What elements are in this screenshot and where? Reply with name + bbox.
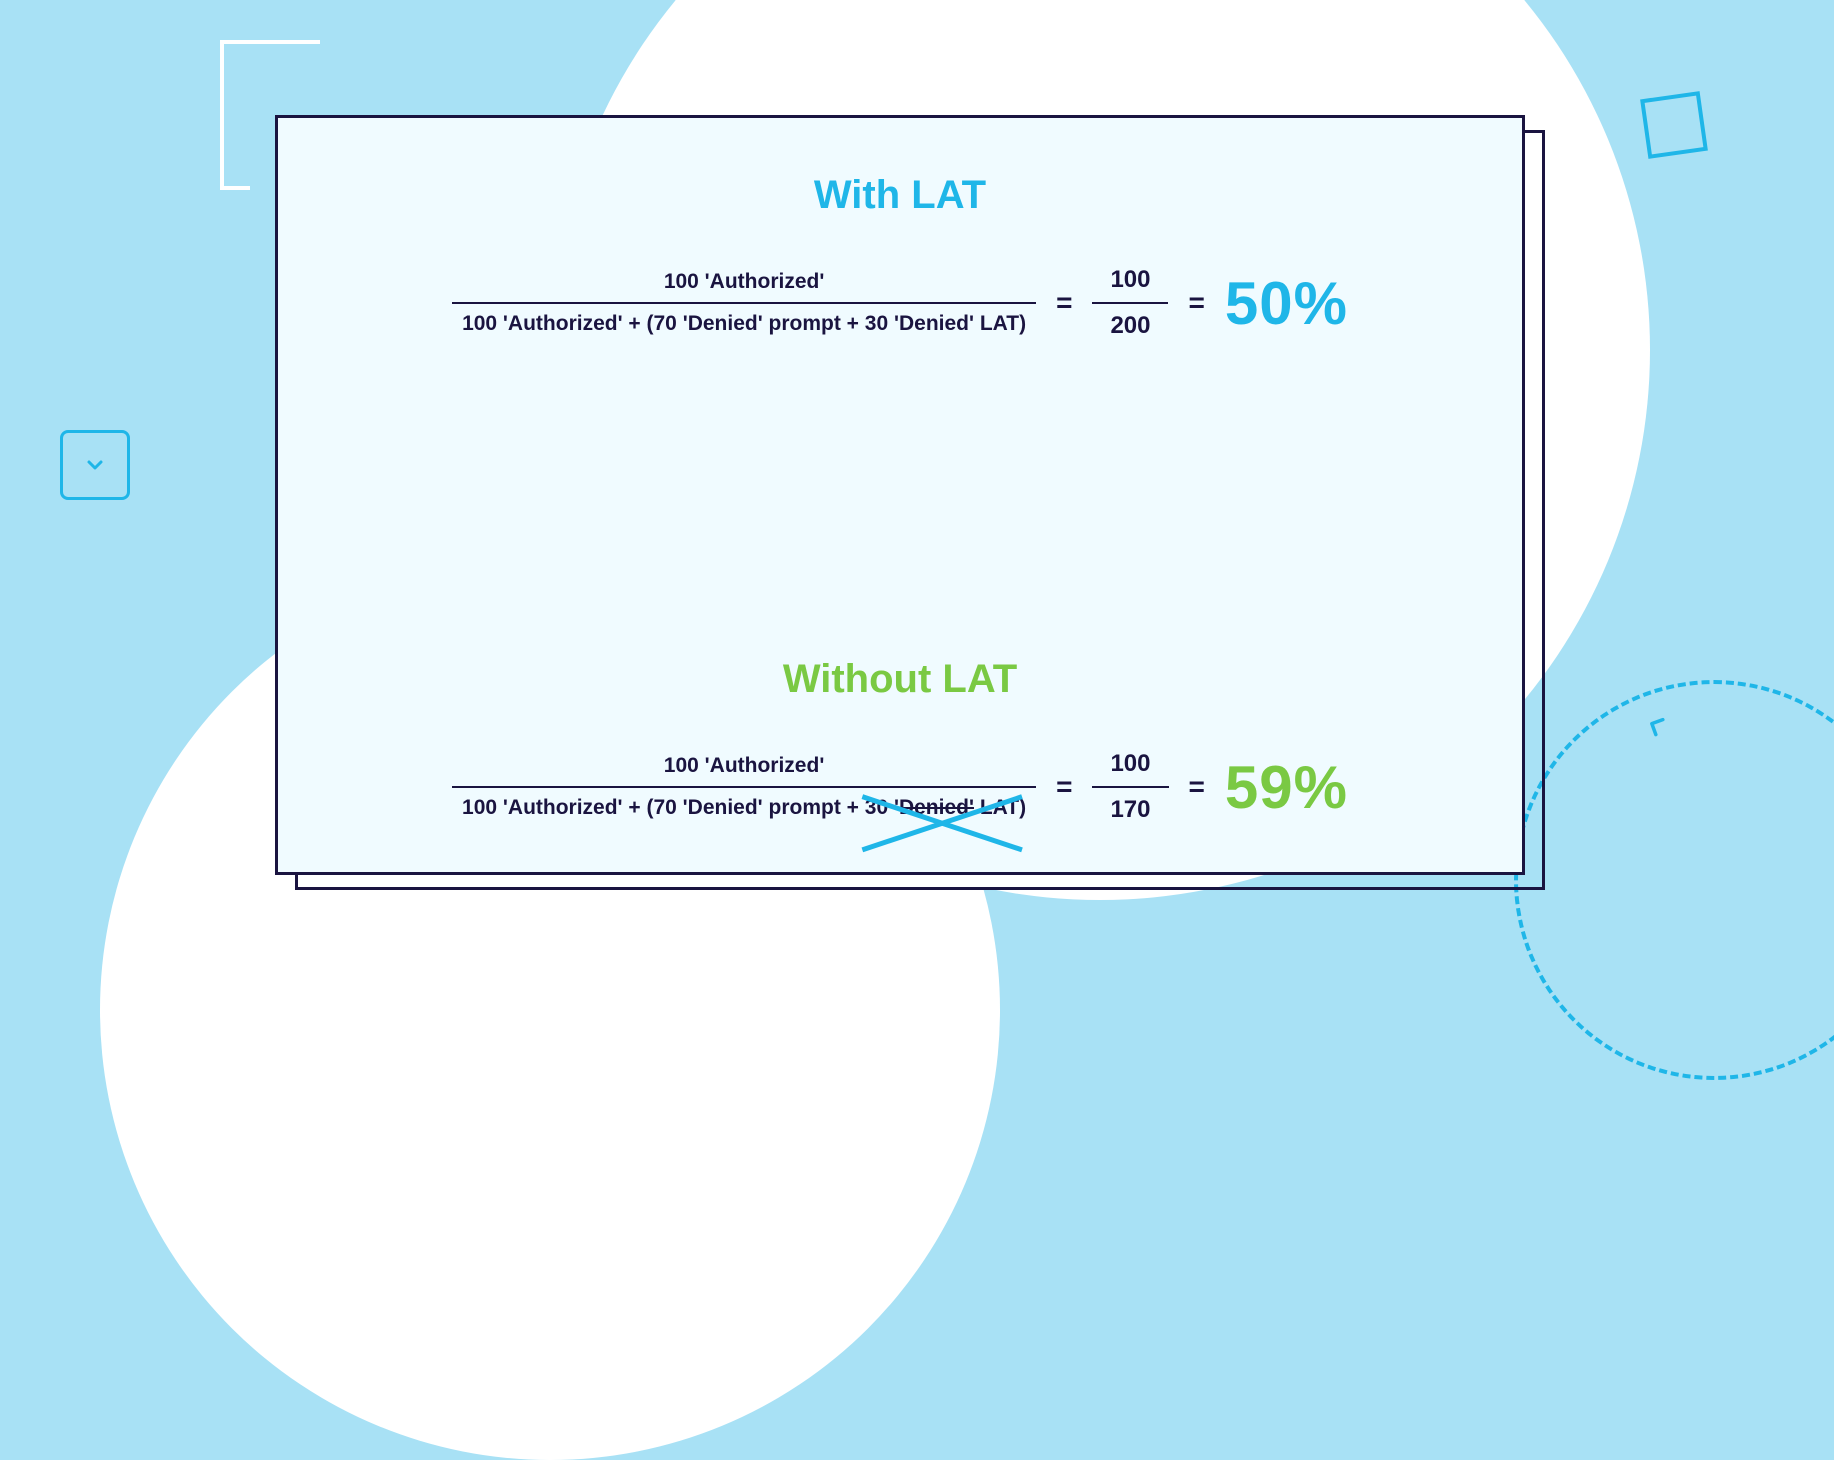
denom-strike-label: 'Denied' [894, 796, 974, 819]
without-lat-formula: 100 'Authorized' 100 'Authorized' + (70 … [452, 742, 1348, 832]
denom-strike-tail: LAT [974, 796, 1019, 819]
without-lat-denominator: 100 'Authorized' + (70 'Denied' prompt +… [452, 788, 1036, 828]
with-lat-main-fraction: 100 'Authorized' 100 'Authorized' + (70 … [452, 262, 1036, 344]
denom-part1: 100 'Authorized' + (70 'Denied' prompt + [462, 796, 865, 819]
without-lat-numerator: 100 'Authorized' [654, 746, 835, 786]
denom-strike-wrap: 30 'Denied' LAT [865, 796, 1019, 820]
with-lat-simple-numerator: 100 [1092, 258, 1168, 302]
without-lat-simple-denominator: 170 [1092, 788, 1168, 832]
denom-strike-num: 30 [865, 796, 894, 819]
with-lat-numerator: 100 'Authorized' [654, 262, 835, 302]
without-lat-main-fraction: 100 'Authorized' 100 'Authorized' + (70 … [452, 746, 1036, 828]
with-lat-simple-denominator: 200 [1092, 304, 1168, 348]
decorative-dropdown-icon [60, 430, 130, 500]
without-lat-simple-fraction: 100 170 [1092, 742, 1168, 832]
with-lat-section: With LAT 100 'Authorized' 100 'Authorize… [452, 173, 1348, 348]
without-lat-simple-numerator: 100 [1092, 742, 1168, 786]
formula-card: With LAT 100 'Authorized' 100 'Authorize… [275, 115, 1525, 875]
without-lat-section: Without LAT 100 'Authorized' 100 'Author… [452, 657, 1348, 832]
equals-sign: = [1188, 287, 1204, 319]
decorative-square-icon [1640, 91, 1708, 159]
with-lat-title: With LAT [814, 173, 986, 218]
equals-sign: = [1056, 287, 1072, 319]
without-lat-title: Without LAT [783, 657, 1017, 702]
equals-sign: = [1056, 771, 1072, 803]
with-lat-simple-fraction: 100 200 [1092, 258, 1168, 348]
equals-sign: = [1189, 771, 1205, 803]
with-lat-formula: 100 'Authorized' 100 'Authorized' + (70 … [452, 258, 1348, 348]
with-lat-result: 50% [1225, 269, 1348, 338]
denom-part2: ) [1019, 796, 1026, 819]
with-lat-denominator: 100 'Authorized' + (70 'Denied' prompt +… [452, 304, 1036, 344]
without-lat-result: 59% [1225, 753, 1348, 822]
